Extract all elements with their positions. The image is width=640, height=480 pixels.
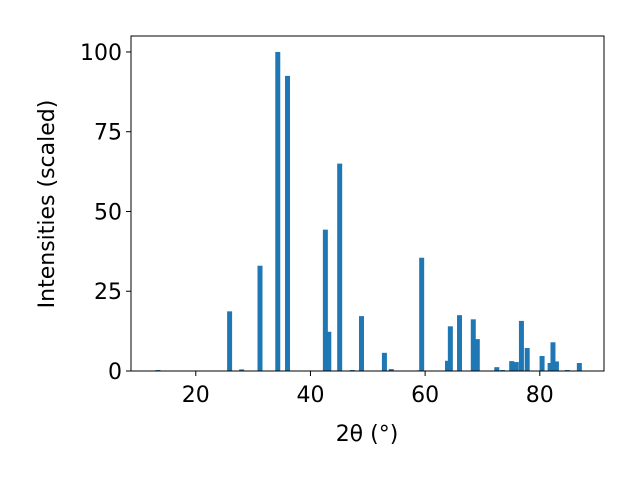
x-axis-label: 2θ (°) [336, 422, 399, 447]
bar [576, 363, 582, 371]
bar [513, 362, 519, 371]
bar [239, 369, 245, 371]
y-axis-label: Intensities (scaled) [35, 100, 60, 309]
bar [388, 369, 394, 371]
bar [285, 75, 291, 371]
bar [381, 352, 387, 371]
bar [227, 311, 233, 371]
bar [474, 339, 480, 371]
bar [337, 163, 343, 371]
bar [322, 229, 328, 371]
bar [419, 257, 425, 371]
x-tick-label: 20 [182, 383, 210, 408]
bar [457, 315, 463, 371]
bar [518, 320, 524, 371]
y-tick-label: 75 [94, 121, 122, 146]
bar [539, 356, 545, 371]
y-tick-label: 25 [94, 280, 122, 305]
bar [470, 319, 476, 371]
bar [509, 361, 515, 371]
y-tick-label: 50 [94, 200, 122, 225]
bar [547, 363, 553, 371]
x-tick-label: 80 [526, 383, 554, 408]
bar [550, 342, 556, 371]
bar [257, 265, 263, 371]
bar [275, 51, 281, 371]
y-tick-label: 100 [80, 41, 122, 66]
x-tick-label: 60 [411, 383, 439, 408]
bar [444, 360, 450, 371]
bar [358, 316, 364, 371]
plot-frame [130, 35, 605, 372]
bar [447, 326, 453, 371]
x-tick-label: 40 [296, 383, 324, 408]
bar [326, 331, 332, 371]
bar [524, 348, 530, 371]
bar [553, 361, 559, 371]
bar [494, 367, 500, 371]
y-tick-label: 0 [108, 360, 122, 385]
